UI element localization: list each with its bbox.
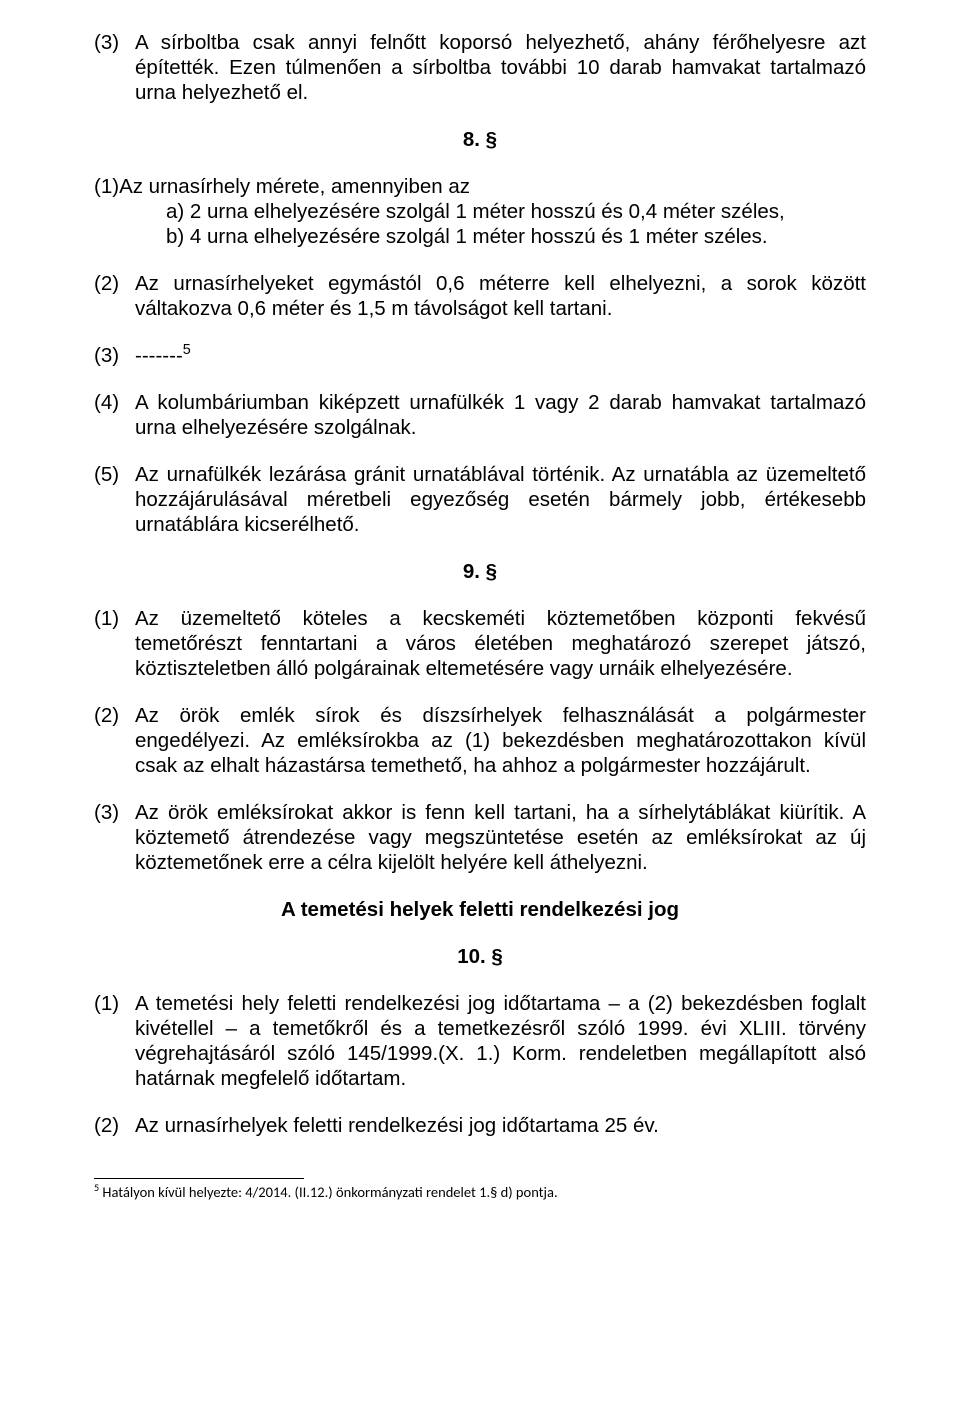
footnote-ref-icon: 5 [183,342,191,358]
paragraph-text: Az urnasírhely mérete, amennyiben az [119,175,470,198]
section-10-number: 10. § [94,944,866,969]
s9-paragraph-1: (1)Az üzemeltető köteles a kecskeméti kö… [94,606,866,681]
paragraph-text: Az örök emlék sírok és díszsírhelyek fel… [135,704,866,777]
paragraph-text: A temetési hely feletti rendelkezési jog… [135,992,866,1090]
paragraph-text: ------- [135,344,183,367]
footnote-5: 5 Hatályon kívül helyezte: 4/2014. (II.1… [94,1183,866,1201]
item-number: (2) [94,271,135,296]
s9-paragraph-2: (2)Az örök emlék sírok és díszsírhelyek … [94,703,866,778]
paragraph-text: Az örök emléksírokat akkor is fenn kell … [135,801,866,874]
section-8-number: 8. § [94,127,866,152]
paragraph-text: A sírboltba csak annyi felnőtt koporsó h… [135,31,866,104]
item-number: (3) [94,343,135,368]
item-number: (2) [94,703,135,728]
paragraph-text: A kolumbáriumban kiképzett urnafülkék 1 … [135,391,866,439]
s8-paragraph-4: (4)A kolumbáriumban kiképzett urnafülkék… [94,390,866,440]
paragraph-text: Az urnasírhelyeket egymástól 0,6 méterre… [135,272,866,320]
item-number: (2) [94,1113,135,1138]
s8-paragraph-1-intro: (1)Az urnasírhely mérete, amennyiben az [94,174,866,199]
section-10-title: A temetési helyek feletti rendelkezési j… [94,897,866,922]
s8-paragraph-2: (2)Az urnasírhelyeket egymástól 0,6 méte… [94,271,866,321]
item-number: (3) [94,800,135,825]
sublist-item-a: a) 2 urna elhelyezésére szolgál 1 méter … [166,199,866,224]
item-number: (1) [94,991,135,1016]
footnote-text: Hatályon kívül helyezte: 4/2014. (II.12.… [99,1183,557,1201]
sublist-item-b: b) 4 urna elhelyezésére szolgál 1 méter … [166,224,866,249]
item-number: (5) [94,462,135,487]
footnote-divider [94,1178,304,1179]
s8-paragraph-5: (5)Az urnafülkék lezárása gránit urnatáb… [94,462,866,537]
s10-paragraph-1: (1)A temetési hely feletti rendelkezési … [94,991,866,1091]
paragraph-text: Az urnafülkék lezárása gránit urnatábláv… [135,463,866,536]
paragraph-text: Az üzemeltető köteles a kecskeméti közte… [135,607,866,680]
item-number: (4) [94,390,135,415]
item-number: (1) [94,175,119,198]
s8-paragraph-3: (3)-------5 [94,343,866,368]
s7-paragraph-3: (3)A sírboltba csak annyi felnőtt kopors… [94,30,866,105]
section-9-number: 9. § [94,559,866,584]
item-number: (1) [94,606,135,631]
s8-paragraph-1-sublist: a) 2 urna elhelyezésére szolgál 1 méter … [94,199,866,249]
paragraph-text: Az urnasírhelyek feletti rendelkezési jo… [135,1114,659,1137]
s10-paragraph-2: (2)Az urnasírhelyek feletti rendelkezési… [94,1113,866,1138]
document-page: (3)A sírboltba csak annyi felnőtt kopors… [0,0,960,1412]
s9-paragraph-3: (3)Az örök emléksírokat akkor is fenn ke… [94,800,866,875]
item-number: (3) [94,30,135,55]
